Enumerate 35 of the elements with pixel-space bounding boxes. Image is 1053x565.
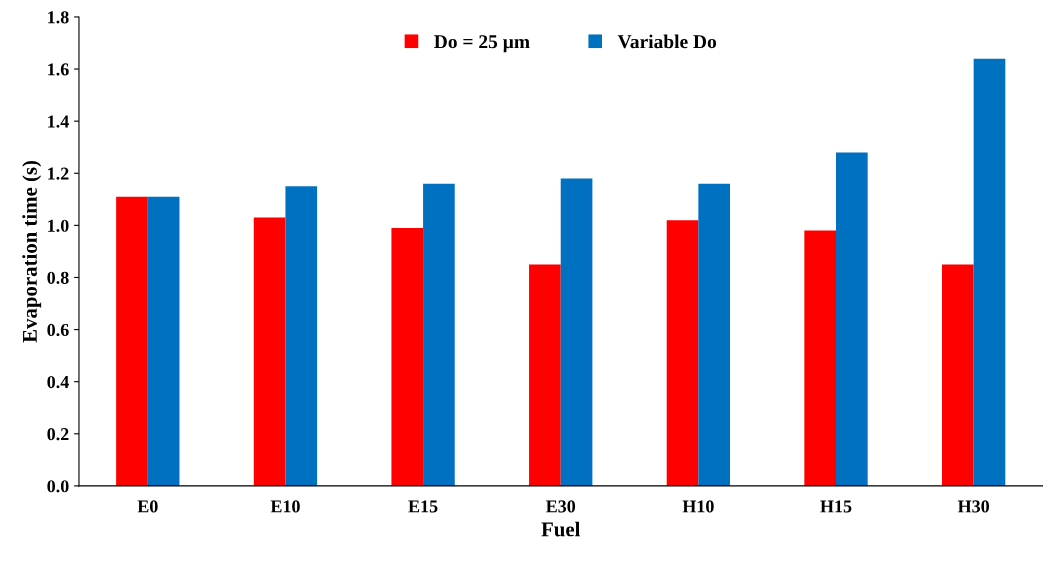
bar xyxy=(973,58,1006,486)
y-tick-label: 0.8 xyxy=(47,271,69,284)
bar xyxy=(666,220,699,486)
x-tick-label: H30 xyxy=(957,500,990,513)
y-tick-label: 1.2 xyxy=(48,167,69,180)
x-tick-label: E0 xyxy=(137,500,158,513)
x-axis-title: Fuel xyxy=(541,521,581,537)
x-tick-label: E10 xyxy=(270,500,300,513)
bar xyxy=(391,227,424,486)
y-tick-label: 0.2 xyxy=(47,428,69,441)
y-tick-label: 0.0 xyxy=(47,480,69,493)
y-tick-label: 1.0 xyxy=(48,219,69,232)
bar xyxy=(836,152,868,486)
legend-label: Do = 25 µm xyxy=(434,35,530,53)
bar xyxy=(423,183,455,486)
y-tick-label: 0.4 xyxy=(47,375,69,389)
x-tick-label: H10 xyxy=(682,500,714,513)
bar xyxy=(698,183,731,486)
bar xyxy=(147,196,180,486)
y-tick-label: 1.4 xyxy=(48,115,69,128)
bar xyxy=(529,264,561,486)
bar xyxy=(560,178,593,486)
bar xyxy=(285,186,318,486)
bar xyxy=(116,196,148,486)
y-axis-title: Evaporation time (s) xyxy=(22,160,42,343)
x-tick-label: H15 xyxy=(820,500,852,513)
y-tick-label: 1.8 xyxy=(48,11,69,24)
bar xyxy=(804,230,837,486)
legend-label: Variable Do xyxy=(617,34,717,49)
y-tick-label: 1.6 xyxy=(48,63,69,76)
y-tick-label: 0.6 xyxy=(47,323,69,337)
x-tick-label: E30 xyxy=(545,500,576,513)
bar xyxy=(253,217,286,486)
x-tick-label: E15 xyxy=(408,500,438,513)
bar xyxy=(941,264,974,486)
